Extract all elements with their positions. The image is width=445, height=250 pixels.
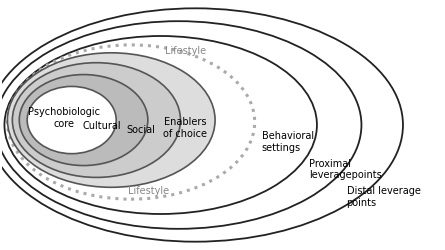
- Text: Distal leverage
points: Distal leverage points: [347, 186, 421, 208]
- Text: Lifestyle: Lifestyle: [128, 186, 170, 196]
- Text: Enablers
of choice: Enablers of choice: [163, 117, 207, 139]
- Text: Proximal
leveragepoints: Proximal leveragepoints: [309, 159, 382, 180]
- Text: Behavioral
settings: Behavioral settings: [262, 131, 314, 152]
- Ellipse shape: [19, 74, 148, 166]
- Ellipse shape: [27, 86, 116, 154]
- Text: Lifestyle: Lifestyle: [165, 46, 206, 56]
- Ellipse shape: [12, 63, 181, 178]
- Text: Social: Social: [126, 125, 155, 135]
- Ellipse shape: [8, 53, 215, 187]
- Text: Cultural: Cultural: [82, 121, 121, 131]
- Text: Psychobiologic
core: Psychobiologic core: [28, 107, 100, 129]
